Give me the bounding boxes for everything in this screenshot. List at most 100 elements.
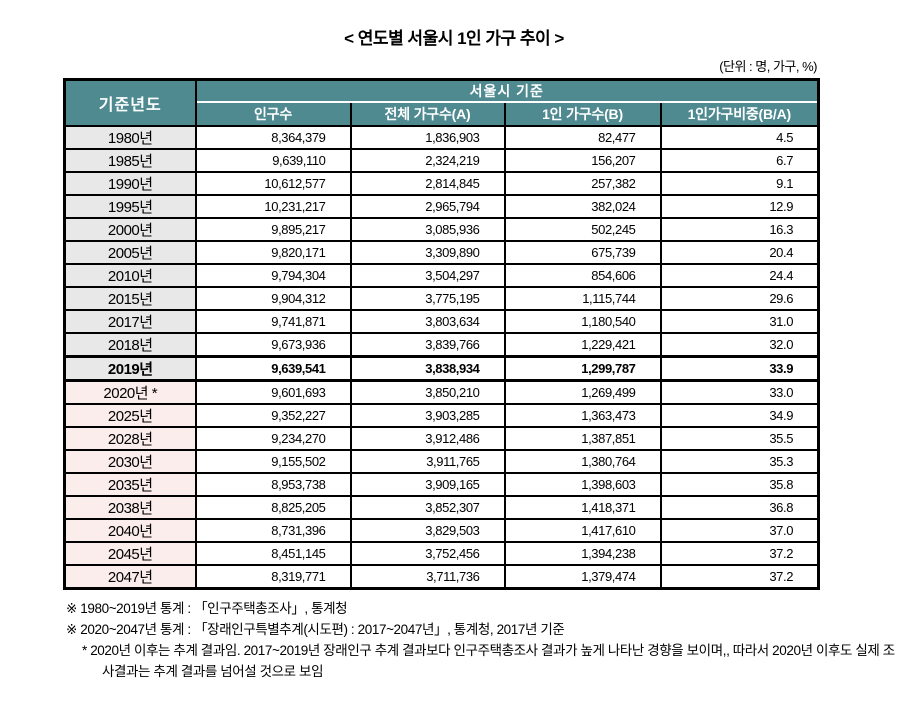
- population-cell: 8,953,738: [194, 472, 352, 497]
- total-households-cell: 3,852,307: [349, 495, 506, 520]
- total-households-cell: 3,803,634: [349, 309, 506, 334]
- population-cell: 9,820,171: [194, 240, 352, 265]
- year-cell: 2000년: [63, 217, 197, 242]
- ratio-cell: 32.0: [659, 332, 820, 358]
- total-households-cell: 2,814,845: [349, 171, 506, 196]
- total-households-cell: 3,912,486: [349, 426, 506, 451]
- table-row: 2025년 9,352,227 3,903,285 1,363,473 34.9: [63, 403, 820, 428]
- single-households-cell: 1,394,238: [503, 541, 662, 566]
- population-cell: 9,155,502: [194, 449, 352, 474]
- year-cell: 2030년: [63, 449, 197, 474]
- table-row: 2040년 8,731,396 3,829,503 1,417,610 37.0: [63, 518, 820, 543]
- year-cell: 2020년 *: [63, 379, 197, 405]
- year-cell: 1995년: [63, 194, 197, 219]
- ratio-cell: 12.9: [659, 194, 820, 219]
- population-cell: 8,825,205: [194, 495, 352, 520]
- population-cell: 9,904,312: [194, 286, 352, 311]
- footnote-source-1: ※ 1980~2019년 통계 : 「인구주택총조사」, 통계청: [66, 601, 348, 616]
- population-cell: 9,794,304: [194, 263, 352, 288]
- year-cell: 2028년: [63, 426, 197, 451]
- single-households-cell: 1,418,371: [503, 495, 662, 520]
- population-cell: 8,364,379: [194, 125, 352, 150]
- single-households-cell: 1,269,499: [503, 379, 662, 405]
- single-households-cell: 502,245: [503, 217, 662, 242]
- year-cell: 2038년: [63, 495, 197, 520]
- header-base-year: 기준년도: [63, 78, 197, 127]
- single-households-cell: 1,387,851: [503, 426, 662, 451]
- table-row: 2038년 8,825,205 3,852,307 1,418,371 36.8: [63, 495, 820, 520]
- ratio-cell: 37.2: [659, 564, 820, 590]
- year-cell: 2035년: [63, 472, 197, 497]
- table-row: 1990년 10,612,577 2,814,845 257,382 9.1: [63, 171, 820, 196]
- single-households-cell: 1,380,764: [503, 449, 662, 474]
- total-households-cell: 3,850,210: [349, 379, 506, 405]
- single-households-cell: 382,024: [503, 194, 662, 219]
- year-cell: 2005년: [63, 240, 197, 265]
- single-households-cell: 854,606: [503, 263, 662, 288]
- table-row: 1995년 10,231,217 2,965,794 382,024 12.9: [63, 194, 820, 219]
- year-cell: 1980년: [63, 125, 197, 150]
- table-row: 2015년 9,904,312 3,775,195 1,115,744 29.6: [63, 286, 820, 311]
- single-household-table: 기준년도 서울시 기준 인구수 전체 가구수(A) 1인 가구수(B) 1인가구…: [63, 78, 821, 590]
- ratio-cell: 37.0: [659, 518, 820, 543]
- year-cell: 2017년: [63, 309, 197, 334]
- table-row: 2019년 9,639,541 3,838,934 1,299,787 33.9: [63, 355, 820, 382]
- population-cell: 9,234,270: [194, 426, 352, 451]
- year-cell: 2047년: [63, 564, 197, 590]
- ratio-cell: 36.8: [659, 495, 820, 520]
- year-cell: 2045년: [63, 541, 197, 566]
- population-cell: 9,639,541: [194, 355, 352, 382]
- population-cell: 8,451,145: [194, 541, 352, 566]
- header-population: 인구수: [194, 101, 352, 127]
- table-row: 2030년 9,155,502 3,911,765 1,380,764 35.3: [63, 449, 820, 474]
- population-cell: 8,731,396: [194, 518, 352, 543]
- table-row: 1985년 9,639,110 2,324,219 156,207 6.7: [63, 148, 820, 173]
- single-households-cell: 1,398,603: [503, 472, 662, 497]
- header-single-households: 1인 가구수(B): [503, 101, 662, 127]
- year-cell: 2040년: [63, 518, 197, 543]
- total-households-cell: 3,903,285: [349, 403, 506, 428]
- ratio-cell: 20.4: [659, 240, 820, 265]
- single-households-cell: 257,382: [503, 171, 662, 196]
- header-single-ratio: 1인가구비중(B/A): [659, 101, 820, 127]
- table-row: 2018년 9,673,936 3,839,766 1,229,421 32.0: [63, 332, 820, 358]
- ratio-cell: 35.3: [659, 449, 820, 474]
- population-cell: 9,352,227: [194, 403, 352, 428]
- ratio-cell: 35.8: [659, 472, 820, 497]
- table-row: 2010년 9,794,304 3,504,297 854,606 24.4: [63, 263, 820, 288]
- ratio-cell: 35.5: [659, 426, 820, 451]
- total-households-cell: 3,838,934: [349, 355, 506, 382]
- header-total-households: 전체 가구수(A): [349, 101, 506, 127]
- population-cell: 9,895,217: [194, 217, 352, 242]
- total-households-cell: 3,711,736: [349, 564, 506, 590]
- ratio-cell: 6.7: [659, 148, 820, 173]
- total-households-cell: 3,829,503: [349, 518, 506, 543]
- total-households-cell: 3,309,890: [349, 240, 506, 265]
- single-households-cell: 1,379,474: [503, 564, 662, 590]
- single-households-cell: 1,180,540: [503, 309, 662, 334]
- footnote-estimate-note: * 2020년 이후는 추계 결과임. 2017~2019년 장래인구 추계 결…: [82, 643, 895, 679]
- year-cell: 2019년: [63, 355, 197, 382]
- page: < 연도별 서울시 1인 가구 추이 > (단위 : 명, 가구, %) 기준년…: [0, 24, 908, 702]
- total-households-cell: 2,324,219: [349, 148, 506, 173]
- table-row: 2028년 9,234,270 3,912,486 1,387,851 35.5: [63, 426, 820, 451]
- single-households-cell: 1,115,744: [503, 286, 662, 311]
- ratio-cell: 34.9: [659, 403, 820, 428]
- total-households-cell: 1,836,903: [349, 125, 506, 150]
- page-title: < 연도별 서울시 1인 가구 추이 >: [344, 29, 564, 48]
- ratio-cell: 9.1: [659, 171, 820, 196]
- single-households-cell: 1,229,421: [503, 332, 662, 358]
- population-cell: 10,612,577: [194, 171, 352, 196]
- total-households-cell: 3,752,456: [349, 541, 506, 566]
- single-households-cell: 1,299,787: [503, 355, 662, 382]
- single-households-cell: 1,417,610: [503, 518, 662, 543]
- ratio-cell: 37.2: [659, 541, 820, 566]
- total-households-cell: 3,839,766: [349, 332, 506, 358]
- ratio-cell: 16.3: [659, 217, 820, 242]
- table-row: 1980년 8,364,379 1,836,903 82,477 4.5: [63, 125, 820, 150]
- total-households-cell: 2,965,794: [349, 194, 506, 219]
- table-row: 2020년 * 9,601,693 3,850,210 1,269,499 33.0: [63, 379, 820, 405]
- ratio-cell: 4.5: [659, 125, 820, 150]
- year-cell: 1990년: [63, 171, 197, 196]
- ratio-cell: 31.0: [659, 309, 820, 334]
